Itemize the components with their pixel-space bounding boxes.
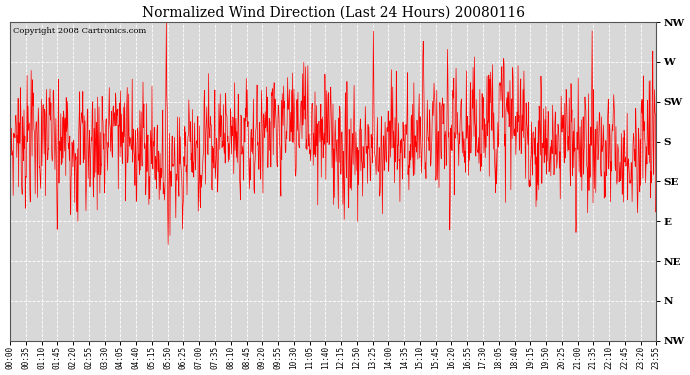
Text: Copyright 2008 Cartronics.com: Copyright 2008 Cartronics.com [13,27,146,35]
Title: Normalized Wind Direction (Last 24 Hours) 20080116: Normalized Wind Direction (Last 24 Hours… [141,6,524,20]
